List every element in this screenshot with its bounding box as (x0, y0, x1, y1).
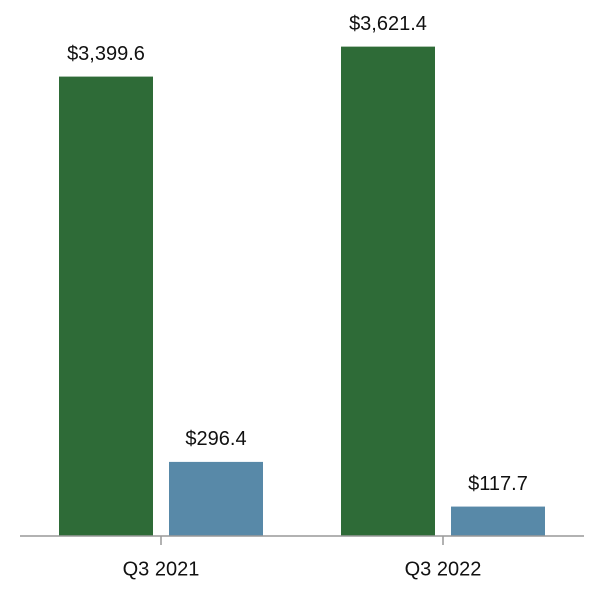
value-label: $296.4 (185, 428, 246, 450)
x-tick-label: Q3 2021 (123, 558, 200, 580)
bar (59, 76, 153, 536)
value-label: $117.7 (468, 473, 528, 495)
x-tick-label: Q3 2022 (405, 558, 482, 580)
value-label: $3,399.6 (67, 43, 145, 65)
bar (169, 461, 263, 536)
bar (341, 46, 435, 537)
value-label: $3,621.4 (349, 13, 427, 35)
bar (451, 506, 545, 536)
